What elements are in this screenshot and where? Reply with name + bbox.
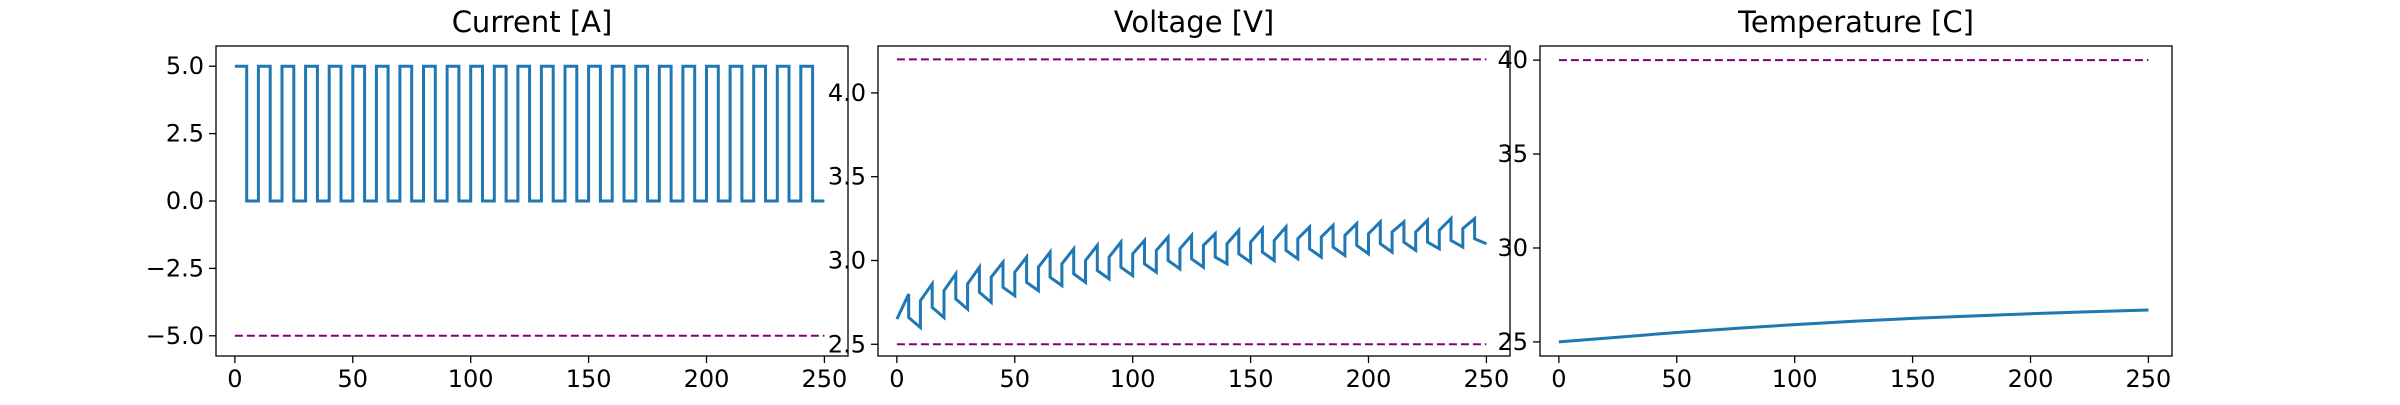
chart-title: Current [A]: [452, 5, 613, 39]
x-tick-label: 0: [1551, 365, 1566, 393]
series-line: [234, 64, 825, 203]
x-tick-label: 150: [566, 365, 612, 393]
x-tick-label: 200: [1346, 365, 1392, 393]
axes-frame: [877, 45, 1511, 357]
y-tick-label: 25: [1497, 328, 1528, 356]
chart-panel-2: 0 50 100 150 200 250 2.5 3.0 3.5 4.0 Voltage [V]: [828, 5, 1511, 393]
x-tick-label: 150: [1890, 365, 1936, 393]
x-tick-label: 250: [802, 365, 848, 393]
x-tick-label: 150: [1228, 365, 1274, 393]
axes-frame: [1539, 45, 2173, 357]
y-tick-label: 3.5: [828, 163, 866, 191]
series-line: [1558, 308, 2149, 344]
y-tick-label: 40: [1497, 46, 1528, 74]
chart-title: Temperature [C]: [1737, 5, 1974, 39]
y-tick-label: 2.5: [166, 120, 204, 148]
x-tick-label: 50: [338, 365, 369, 393]
y-tick-label: −2.5: [146, 254, 204, 282]
y-tick-label: −5.0: [146, 322, 204, 350]
y-tick-label: 30: [1497, 234, 1528, 262]
x-tick-label: 200: [2008, 365, 2054, 393]
x-tick-label: 250: [1464, 365, 1510, 393]
y-tick-label: 2.5: [828, 330, 866, 358]
chart-title: Voltage [V]: [1114, 5, 1274, 39]
x-tick-label: 100: [1772, 365, 1818, 393]
x-tick-label: 250: [2126, 365, 2172, 393]
series-line: [895, 214, 1487, 331]
x-tick-label: 200: [684, 365, 730, 393]
x-tick-label: 50: [1662, 365, 1693, 393]
x-tick-label: 100: [448, 365, 494, 393]
y-tick-label: 4.0: [828, 79, 866, 107]
y-tick-label: 5.0: [166, 52, 204, 80]
y-tick-label: 0.0: [166, 187, 204, 215]
y-tick-label: 35: [1497, 140, 1528, 168]
chart-panel-1: 0 50 100 150 200 250 5.0 2.5 0.0 −2.5 −5.0 Current …: [146, 5, 849, 393]
chart-panel-3: 0 50 100 150 200 250 25 30 35 40 Temperature [C]: [1497, 5, 2173, 393]
x-tick-label: 100: [1110, 365, 1156, 393]
x-tick-label: 0: [227, 365, 242, 393]
y-tick-label: 3.0: [828, 246, 866, 274]
x-tick-label: 50: [1000, 365, 1031, 393]
x-tick-label: 0: [889, 365, 904, 393]
